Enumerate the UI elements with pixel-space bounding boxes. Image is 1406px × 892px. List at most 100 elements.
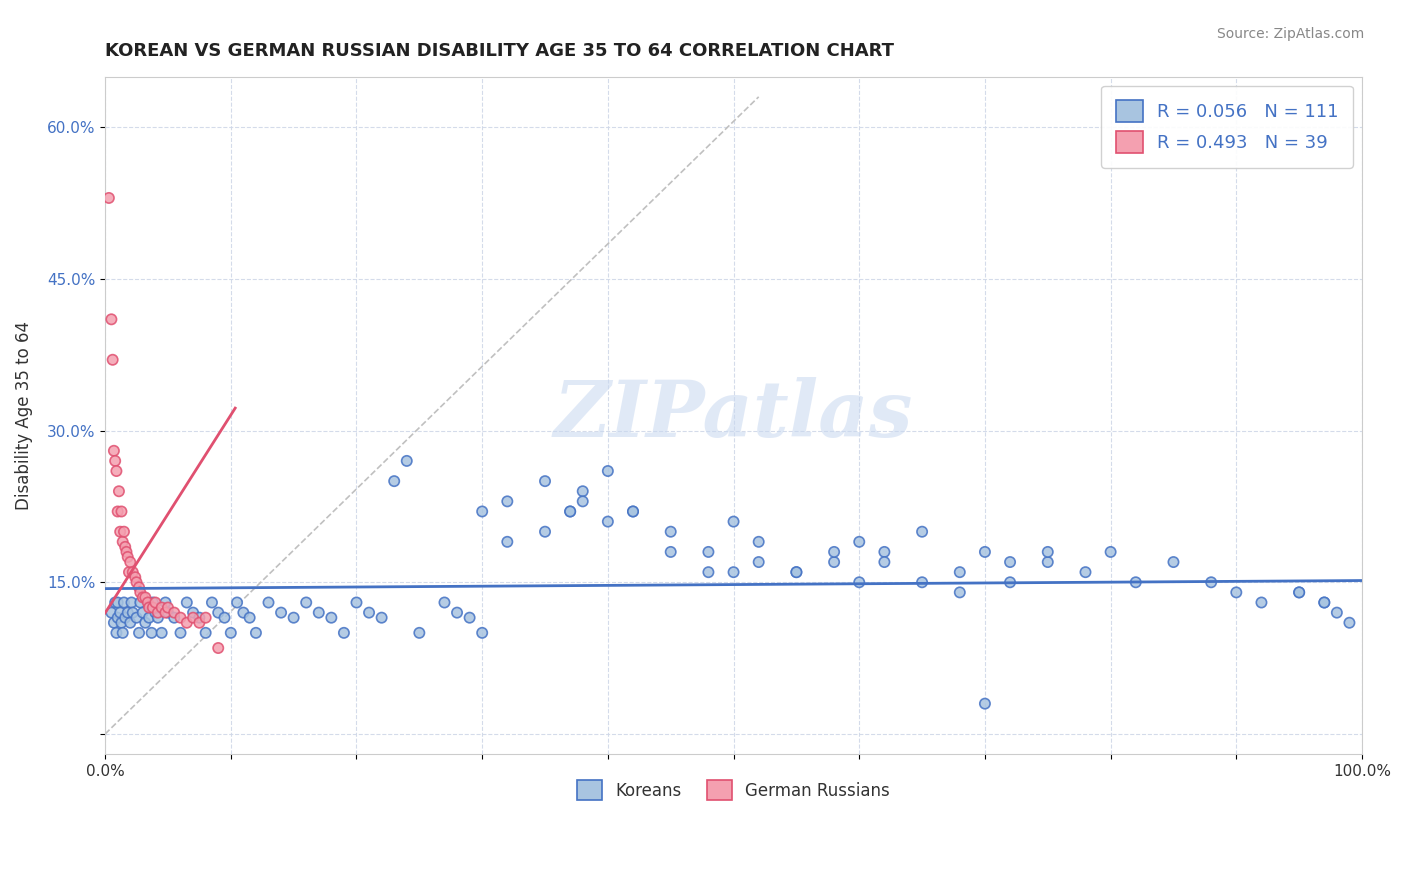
Point [124,570,146,584]
Point [257,595,280,609]
Point [156,606,179,620]
Point [194,610,217,624]
Point [785,565,807,579]
Point [104,454,127,468]
Point [496,494,519,508]
Point [107,595,129,609]
Point [108,524,131,539]
Point [571,494,593,508]
Point [121,565,143,579]
Point [1125,575,1147,590]
Point [1099,545,1122,559]
Point [621,504,644,518]
Point [134,615,156,630]
Point [1288,585,1310,599]
Point [155,595,177,609]
Point [1036,545,1059,559]
Point [232,606,254,620]
Point [214,610,236,624]
Point [163,610,186,624]
Point [1225,585,1247,599]
Point [226,595,249,609]
Point [141,625,163,640]
Point [357,606,380,620]
Point [105,464,128,478]
Point [114,610,136,624]
Point [621,504,644,518]
Point [823,555,845,569]
Text: KOREAN VS GERMAN RUSSIAN DISABILITY AGE 35 TO 64 CORRELATION CHART: KOREAN VS GERMAN RUSSIAN DISABILITY AGE … [105,42,894,60]
Point [112,524,135,539]
Point [105,625,128,640]
Point [873,555,896,569]
Point [129,595,152,609]
Point [748,534,770,549]
Point [117,606,139,620]
Point [1250,595,1272,609]
Point [181,606,204,620]
Point [848,575,870,590]
Point [121,595,143,609]
Point [1313,595,1336,609]
Point [120,555,142,569]
Point [132,591,155,605]
Point [118,565,141,579]
Point [111,625,134,640]
Point [150,625,173,640]
Point [155,606,177,620]
Point [146,606,169,620]
Point [138,600,160,615]
Point [103,615,125,630]
Point [998,555,1021,569]
Point [295,595,318,609]
Point [97,191,120,205]
Point [998,575,1021,590]
Point [181,610,204,624]
Point [114,540,136,554]
Point [100,312,122,326]
Point [785,565,807,579]
Point [659,524,682,539]
Point [207,606,229,620]
Point [560,504,582,518]
Point [207,640,229,655]
Point [748,555,770,569]
Point [949,565,972,579]
Point [100,606,122,620]
Text: Source: ZipAtlas.com: Source: ZipAtlas.com [1216,27,1364,41]
Point [108,606,131,620]
Point [169,625,191,640]
Point [1288,585,1310,599]
Point [156,600,179,615]
Point [169,610,191,624]
Point [534,524,557,539]
Point [120,615,142,630]
Point [333,625,356,640]
Point [308,606,330,620]
Point [1326,606,1348,620]
Point [471,625,494,640]
Point [1163,555,1185,569]
Point [496,534,519,549]
Point [1199,575,1222,590]
Point [245,625,267,640]
Point [911,575,934,590]
Point [1036,555,1059,569]
Point [128,580,150,594]
Point [974,545,997,559]
Point [560,504,582,518]
Legend: Koreans, German Russians: Koreans, German Russians [564,766,903,814]
Point [146,610,169,624]
Point [121,606,143,620]
Point [283,610,305,624]
Point [219,625,242,640]
Point [163,606,186,620]
Point [1339,615,1361,630]
Point [239,610,262,624]
Point [134,591,156,605]
Point [370,610,392,624]
Point [128,625,150,640]
Point [104,595,127,609]
Point [125,575,148,590]
Point [408,625,430,640]
